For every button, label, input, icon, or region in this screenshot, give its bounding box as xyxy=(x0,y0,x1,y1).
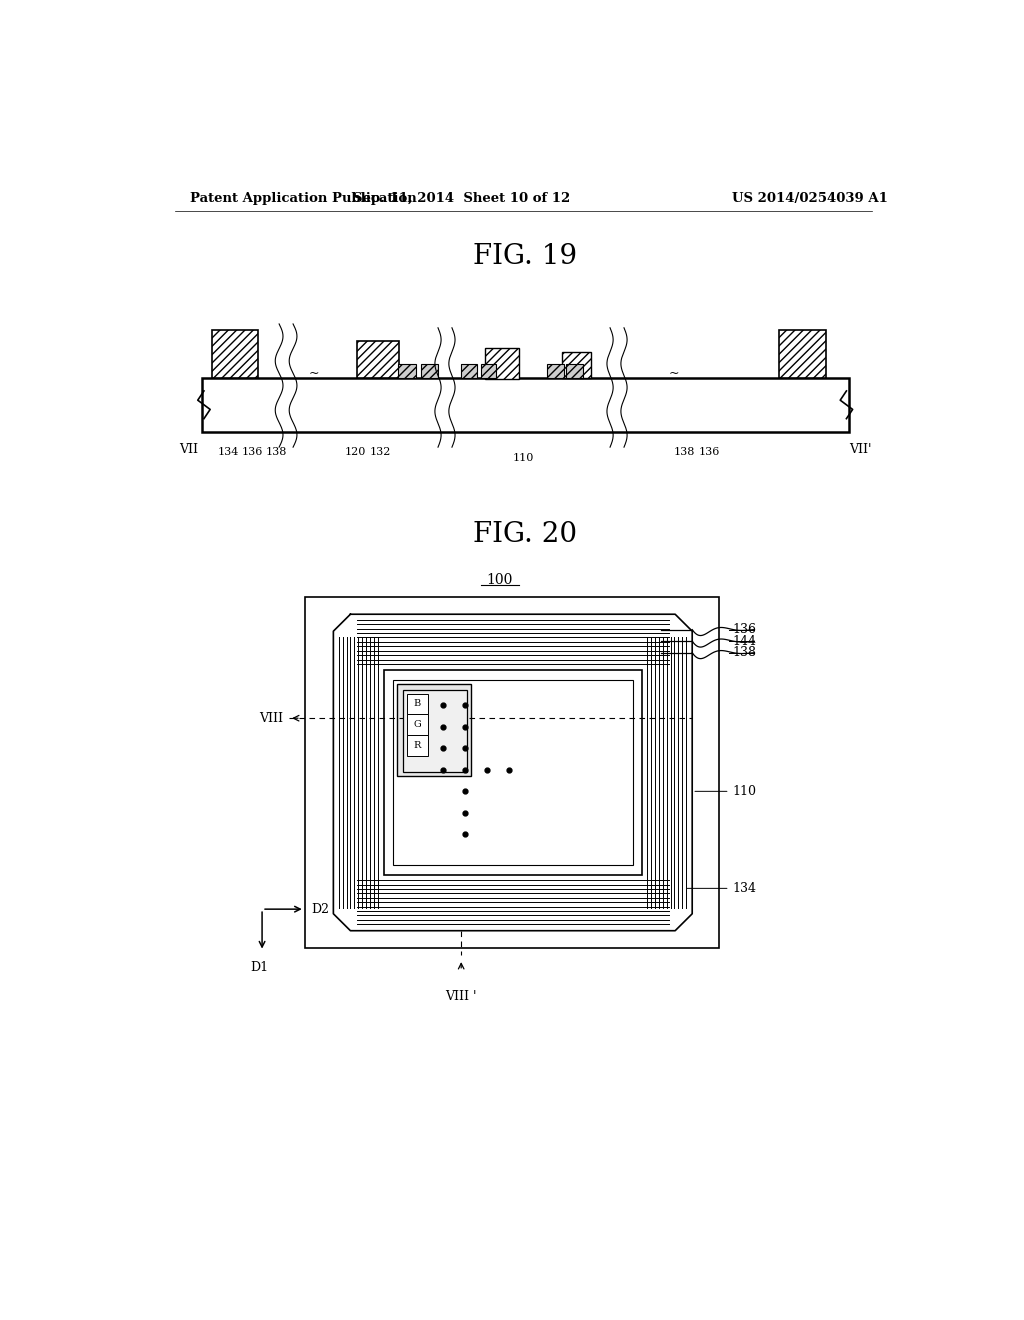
Bar xyxy=(547,364,563,378)
Text: 134: 134 xyxy=(687,882,757,895)
Text: 136: 136 xyxy=(698,447,720,457)
Text: FIG. 20: FIG. 20 xyxy=(473,520,577,548)
Text: G: G xyxy=(414,721,421,729)
Bar xyxy=(407,735,428,756)
Text: Patent Application Publication: Patent Application Publication xyxy=(190,191,417,205)
Bar xyxy=(407,714,428,735)
Bar xyxy=(403,689,467,772)
Bar xyxy=(202,378,849,432)
Bar xyxy=(397,684,471,776)
Text: D1: D1 xyxy=(251,961,269,974)
Bar xyxy=(397,364,417,378)
Bar xyxy=(384,671,642,875)
Text: 132: 132 xyxy=(370,447,391,457)
Text: VII: VII xyxy=(179,444,198,457)
Text: 138: 138 xyxy=(674,447,695,457)
Text: 110: 110 xyxy=(513,453,534,462)
Bar xyxy=(461,364,477,378)
Text: R: R xyxy=(414,741,421,750)
Bar xyxy=(566,364,583,378)
Text: 136: 136 xyxy=(732,623,757,636)
Bar xyxy=(480,364,496,378)
Text: 138: 138 xyxy=(732,647,757,659)
Bar xyxy=(484,348,519,379)
Bar xyxy=(779,330,825,378)
Bar xyxy=(407,693,428,714)
Bar xyxy=(547,364,563,378)
Text: ~: ~ xyxy=(669,367,680,380)
Bar xyxy=(421,364,438,378)
Text: B: B xyxy=(414,700,421,709)
Bar xyxy=(566,364,583,378)
Text: VIII: VIII xyxy=(259,711,283,725)
Text: 144: 144 xyxy=(732,635,757,648)
Text: US 2014/0254039 A1: US 2014/0254039 A1 xyxy=(732,191,889,205)
Bar xyxy=(480,364,496,378)
Text: 134: 134 xyxy=(218,447,240,457)
Text: ~: ~ xyxy=(309,367,319,380)
Text: Sep. 11, 2014  Sheet 10 of 12: Sep. 11, 2014 Sheet 10 of 12 xyxy=(352,191,570,205)
Text: VIII ': VIII ' xyxy=(445,990,477,1003)
Text: 110: 110 xyxy=(695,785,757,797)
Bar xyxy=(212,330,258,378)
Bar xyxy=(562,352,592,378)
Bar xyxy=(397,364,417,378)
Text: 136: 136 xyxy=(242,447,263,457)
Bar xyxy=(356,341,399,378)
Bar xyxy=(305,597,719,948)
Bar xyxy=(393,680,633,866)
Text: VII': VII' xyxy=(849,444,871,457)
Bar xyxy=(461,364,477,378)
Text: 138: 138 xyxy=(266,447,288,457)
Text: FIG. 19: FIG. 19 xyxy=(473,243,577,271)
Text: 120: 120 xyxy=(344,447,366,457)
Text: D2: D2 xyxy=(311,903,329,916)
Bar xyxy=(421,364,438,378)
Text: 100: 100 xyxy=(486,573,513,587)
